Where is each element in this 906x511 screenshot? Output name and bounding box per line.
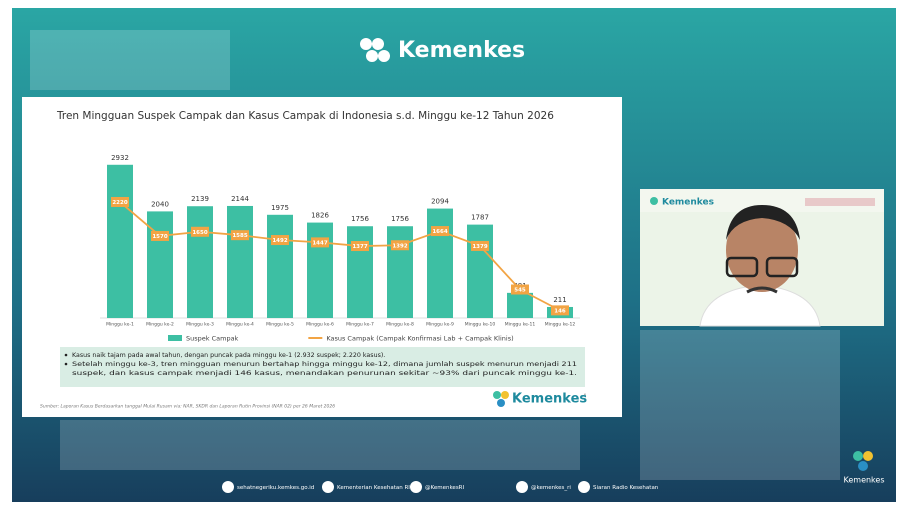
bar-label: 1756 [391,215,409,223]
line-label: 1570 [152,234,167,240]
line-label-box [151,230,169,241]
legend-swatch [168,335,182,341]
line-label-box [111,196,129,207]
slide-brand: Kemenkes [512,392,587,407]
bar-label: 2144 [231,195,249,203]
bar [467,224,493,318]
footer-text: sehatnegeriku.kemkes.go.id [237,485,314,491]
x-tick-label: Minggu ke-9 [426,322,454,328]
line-label-box [191,226,209,237]
corner-brand: Kemenkes [844,476,885,485]
bar [307,222,333,318]
page-number: 4 [583,394,586,400]
line-label: 1447 [312,240,327,246]
x-tick-label: Minggu ke-2 [146,322,174,328]
bar-label: 1756 [351,215,369,223]
footer-icon [578,481,590,493]
line-label: 2220 [112,200,127,206]
x-tick-label: Minggu ke-11 [505,322,536,328]
line-label-box [231,230,249,241]
chart-title: Tren Mingguan Suspek Campak dan Kasus Ca… [56,110,554,122]
x-tick-label: Minggu ke-10 [465,322,496,328]
bar [267,214,293,318]
x-tick-label: Minggu ke-3 [186,322,214,328]
building [30,30,840,480]
bar [107,164,133,318]
footer: sehatnegeriku.kemkes.go.id Kementerian Ke… [222,481,659,493]
bullet-text: Kasus naik tajam pada awal tahun, dengan… [72,352,385,359]
line-label: 1650 [192,230,207,236]
footer-text: Kementerian Kesehatan RI [337,485,410,491]
slide-logo: Kemenkes [493,391,587,407]
bar [427,208,453,318]
x-tick-label: Minggu ke-7 [346,322,374,328]
bullet-text: Setelah minggu ke-3, tren mingguan menur… [72,361,577,368]
x-tick-label: Minggu ke-8 [386,322,414,328]
footer-text: @KemenkesRI [425,485,465,491]
bullet-text: suspek, dan kasus campak menjadi 146 kas… [72,370,577,377]
bar [187,206,213,318]
x-tick-label: Minggu ke-6 [306,322,334,328]
x-tick-label: Minggu ke-5 [266,322,294,328]
footer-icon [322,481,334,493]
bar-label: 2094 [431,198,449,206]
footer-text: @kemenkes_ri [531,485,571,491]
bar [387,226,413,318]
legend-label: Kasus Campak (Campak Konfirmasi Lab + Ca… [326,335,513,343]
bar-label: 1826 [311,212,329,220]
footer-text: Siaran Radio Kesehatan [593,485,659,491]
corner-logo: Kemenkes [844,451,885,485]
line-label-box [351,241,369,252]
bar-label: 211 [553,296,566,304]
line-label-box [551,305,569,316]
line-label: 1392 [392,243,407,249]
legend-label: Suspek Campak [186,335,239,343]
line-label-box [311,237,329,248]
webcam-brand: Kemenkes [662,198,714,208]
footer-icon [410,481,422,493]
line-label-box [431,226,449,237]
footer-icon [222,481,234,493]
webcam: Kemenkes [640,189,884,327]
bar [347,226,373,318]
bullet-box [60,347,585,387]
line-label: 1379 [472,244,487,250]
line-label: 146 [554,308,566,314]
line-label: 1492 [272,238,287,244]
bar-label: 2932 [111,154,129,162]
line-label-box [271,235,289,246]
bullets: Kasus naik tajam pada awal tahun, dengan… [64,352,577,377]
x-tick-label: Minggu ke-1 [106,322,134,328]
bullet-dot [64,362,68,366]
chart: Minggu ke-1 Minggu ke-2 Minggu ke-3 Minggu … [100,154,580,343]
bar-label: 2040 [151,200,169,208]
line-label: 1585 [232,233,247,239]
line-label-box [511,284,529,295]
bar-label: 1787 [471,214,489,222]
line-label: 1664 [432,229,447,235]
line-label-box [471,240,489,251]
bar [227,205,253,318]
x-tick-label: Minggu ke-4 [226,322,254,328]
footer-icon [516,481,528,493]
line-label-box [391,240,409,251]
bar-label: 1975 [271,204,289,212]
bar [507,292,533,318]
header-brand: Kemenkes [398,38,525,63]
line-label: 1377 [352,244,367,250]
x-tick-label: Minggu ke-12 [545,322,576,328]
bar-label: 2139 [191,195,209,203]
source: Sumber: Laporan Kasus Berdasarkan tangga… [40,404,335,410]
header-logo: Kemenkes [360,38,525,63]
bullet-dot [64,353,68,357]
line-label: 545 [514,288,526,294]
